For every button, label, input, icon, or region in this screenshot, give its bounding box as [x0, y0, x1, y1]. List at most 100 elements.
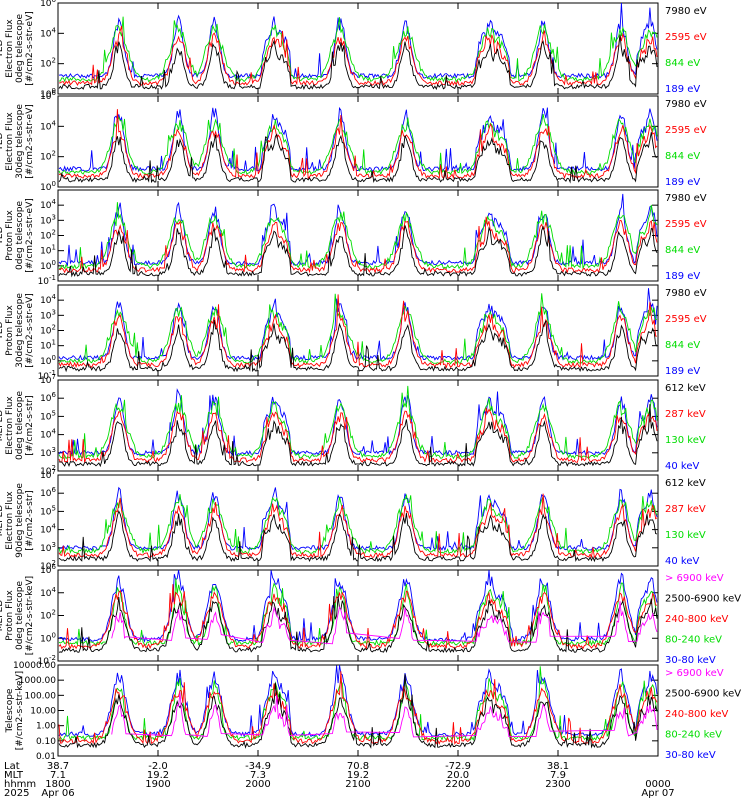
- series-trace-80-240-keV: [58, 666, 658, 742]
- legend-entry: > 6900 keV: [665, 668, 724, 679]
- ytick-label: 100: [40, 354, 56, 367]
- panel-4: 10-1 100 101 102 103 104 TEDProton Flux30deg t…: [0, 284, 707, 382]
- panel-5: 102 103 104 105 106 107 MEPEDElectron Flux0deg…: [0, 373, 706, 477]
- ytick-label: 104: [40, 523, 56, 536]
- series-trace-189-eV: [58, 288, 658, 362]
- legend-entry: > 6900 keV: [665, 573, 724, 584]
- series-trace-612-keV: [59, 404, 658, 468]
- series-trace-189-eV: [58, 106, 658, 173]
- legend-entry: 844 eV: [665, 58, 700, 69]
- ylabel: MEPEDProton Flux0deg telescope[#/cm2-s-s…: [0, 576, 35, 655]
- series-trace-240-800-keV: [58, 584, 658, 650]
- footer-row-label: hhmm: [4, 779, 36, 790]
- ytick-label: 102: [40, 609, 56, 622]
- ytick-label: 100: [40, 631, 56, 644]
- legend-entry: 2500-6900 keV: [665, 594, 741, 605]
- ytick-label: 106: [40, 486, 56, 499]
- panel-2: 100 102 104 106 TEDElectron Flux30deg telesc…: [0, 89, 707, 193]
- series-trace-7980-eV: [58, 34, 658, 91]
- ytick-label: 103: [40, 446, 56, 459]
- ytick-label: 104: [40, 428, 56, 441]
- series-trace--6900-keV: [111, 601, 658, 645]
- legend-entry: 844 eV: [665, 151, 700, 162]
- ytick-label: 100: [40, 87, 56, 100]
- ytick-label: 10000.00: [13, 661, 56, 671]
- legend-entry: 240-800 keV: [665, 709, 729, 720]
- panel-1: 100 102 104 106 TEDElectron Flux0deg telesco…: [0, 0, 707, 100]
- legend-entry: 189 eV: [665, 84, 700, 95]
- legend-entry: 240-800 keV: [665, 614, 729, 625]
- series-trace-130-keV: [58, 493, 658, 555]
- ytick-label: 0.01: [36, 752, 56, 762]
- legend-entry: 2595 eV: [665, 219, 707, 230]
- legend-entry: 2595 eV: [665, 125, 707, 136]
- ytick-label: 102: [40, 464, 56, 477]
- footer-mlt: 19.2: [347, 770, 369, 781]
- legend-entry: 30-80 keV: [665, 750, 716, 761]
- series-trace-287-keV: [58, 407, 658, 464]
- series-trace-844-eV: [58, 114, 658, 176]
- ytick-label: 104: [40, 586, 56, 599]
- ytick-label: 104: [40, 293, 56, 306]
- ytick-label: 10-1: [38, 369, 56, 382]
- ytick-label: 106: [40, 563, 56, 576]
- series-trace-7980-eV: [58, 225, 658, 278]
- series-trace-7980-eV: [58, 132, 658, 184]
- legend-entry: 130 keV: [665, 435, 706, 446]
- series-trace-30-80-keV: [58, 569, 658, 643]
- legend-entry: 612 keV: [665, 383, 706, 394]
- footer-row-label: Lat: [4, 761, 20, 772]
- ytick-label: 106: [40, 89, 56, 102]
- ytick-label: 104: [40, 198, 56, 211]
- footer-mlt: 7.9: [550, 770, 566, 781]
- footer-hhmm: 1800: [45, 779, 70, 790]
- ytick-label: 106: [40, 391, 56, 404]
- ylabel: TEDProton Flux30deg telescope[#/cm2-s-st…: [0, 293, 35, 368]
- ytick-label: 102: [40, 324, 56, 337]
- ytick-label: 105: [40, 504, 56, 517]
- legend-entry: 189 eV: [665, 177, 700, 188]
- ytick-label: 103: [40, 213, 56, 226]
- ytick-label: 102: [40, 229, 56, 242]
- series-trace-189-eV: [58, 193, 658, 267]
- series-trace--6900-keV: [111, 692, 658, 738]
- ytick-label: 102: [40, 150, 56, 163]
- ytick-label: 107: [40, 468, 56, 481]
- ytick-label: 0.10: [36, 737, 56, 747]
- legend-entry: 2595 eV: [665, 314, 707, 325]
- ytick-label: 102: [40, 57, 56, 70]
- ytick-label: 104: [40, 119, 56, 132]
- legend-entry: 287 keV: [665, 409, 706, 420]
- legend-entry: 30-80 keV: [665, 655, 716, 666]
- ytick-label: 100.00: [25, 691, 57, 701]
- footer-hhmm: 2200: [445, 779, 470, 790]
- legend-entry: 40 keV: [665, 556, 699, 567]
- series-trace-844-eV: [58, 293, 657, 365]
- footer-lat: -34.9: [245, 761, 271, 772]
- legend-entry: 612 keV: [665, 478, 706, 489]
- legend-entry: 844 eV: [665, 340, 700, 351]
- footer-hhmm: 2300: [545, 779, 570, 790]
- series-trace-40-keV: [58, 486, 658, 552]
- legend-entry: 80-240 keV: [665, 635, 722, 646]
- series-trace-2500-6900-keV: [58, 674, 658, 749]
- legend-entry: 40 keV: [665, 461, 699, 472]
- ytick-label: 104: [40, 26, 56, 39]
- footer-date: Apr 07: [641, 788, 674, 799]
- ytick-label: 1000.00: [19, 676, 56, 686]
- panel-8: 0.01 0.10 1.00 10.00 100.00 1000.00 10000.00Te…: [5, 661, 741, 762]
- series-trace-2595-eV: [58, 294, 658, 369]
- ylabel: MEPEDElectron Flux0deg telescope[#/cm2-s…: [0, 391, 35, 461]
- legend-entry: 7980 eV: [665, 99, 707, 110]
- ytick-label: 105: [40, 409, 56, 422]
- ylabel: Telescope[#/cm2-s-str-keV]: [5, 671, 25, 750]
- legend-entry: 7980 eV: [665, 193, 707, 204]
- ytick-label: 1.00: [36, 722, 56, 732]
- footer-hhmm: 2000: [245, 779, 270, 790]
- legend-entry: 130 keV: [665, 530, 706, 541]
- legend-entry: 7980 eV: [665, 288, 707, 299]
- legend-entry: 2500-6900 keV: [665, 689, 741, 700]
- series-trace-287-keV: [58, 493, 658, 559]
- ylabel: TEDElectron Flux0deg telescope[#/cm2-s-s…: [0, 11, 35, 86]
- panels-group: 100 102 104 106 TEDElectron Flux0deg telesco…: [0, 0, 741, 762]
